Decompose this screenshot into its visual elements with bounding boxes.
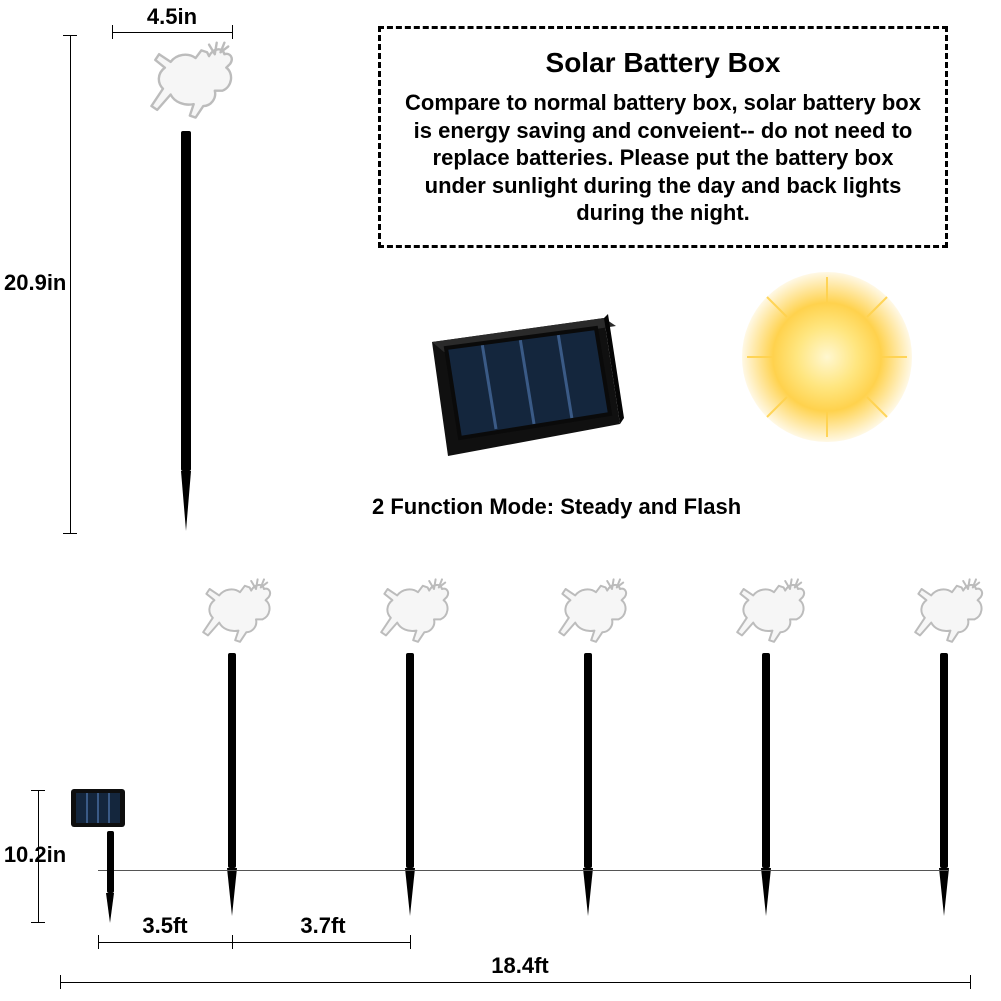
info-box-title: Solar Battery Box: [405, 47, 921, 79]
info-box: Solar Battery Box Compare to normal batt…: [378, 26, 948, 248]
stake-pole: [406, 653, 414, 868]
stake-spike: [761, 868, 771, 916]
info-box-body: Compare to normal battery box, solar bat…: [405, 89, 921, 227]
stake-spike: [227, 868, 237, 916]
deer-stake-5: [904, 573, 984, 916]
deer-icon: [904, 573, 984, 653]
stake-spike: [405, 868, 415, 916]
connector-wire: [98, 870, 948, 871]
sun-icon: [742, 272, 912, 442]
deer-stake-3: [548, 573, 628, 916]
deer-icon: [548, 573, 628, 653]
deer-icon: [726, 573, 806, 653]
deer-icon: [192, 573, 272, 653]
stake-spike: [181, 471, 191, 531]
function-mode-label: 2 Function Mode: Steady and Flash: [372, 494, 741, 520]
deer-stake-2: [370, 573, 450, 916]
solar-battery-box: [424, 306, 624, 462]
stake-pole: [762, 653, 770, 868]
deer-stake-4: [726, 573, 806, 916]
stake-pole: [107, 831, 114, 893]
mini-solar-stake: [70, 788, 126, 923]
stake-pole: [584, 653, 592, 868]
deer-stake-1: [192, 573, 272, 916]
mini-solar-icon: [70, 788, 126, 828]
stake-pole: [940, 653, 948, 868]
deer-icon: [370, 573, 450, 653]
dim-top-width: 4.5in: [140, 4, 204, 30]
deer-stake-large: [138, 35, 234, 531]
dim-spacing-2: 3.7ft: [288, 913, 358, 939]
dim-total-width: 18.4ft: [480, 953, 560, 979]
dim-spacing-1: 3.5ft: [130, 913, 200, 939]
dim-left-height: 20.9in: [4, 270, 66, 296]
stake-spike: [106, 893, 114, 923]
stake-pole: [228, 653, 236, 868]
deer-icon: [138, 35, 234, 131]
stake-spike: [939, 868, 949, 916]
stake-pole: [181, 131, 191, 471]
stake-spike: [583, 868, 593, 916]
dim-bl-height: 10.2in: [0, 842, 70, 868]
